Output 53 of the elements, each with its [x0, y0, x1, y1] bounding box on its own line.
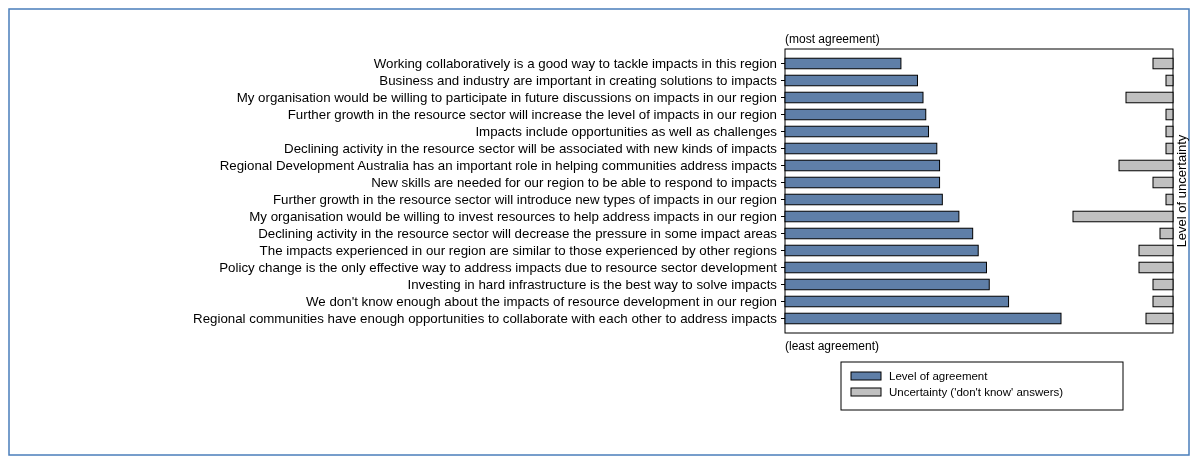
bar [1118, 159, 1174, 172]
legend-label: Uncertainty ('don't know' answers) [889, 386, 1064, 399]
bar [1072, 210, 1174, 223]
bar [784, 125, 930, 138]
bar [784, 295, 1010, 308]
bar [1152, 295, 1174, 308]
bar [1165, 125, 1174, 138]
bar [1165, 193, 1174, 206]
bar [784, 312, 1062, 325]
bar [1152, 176, 1174, 189]
bar [784, 227, 974, 240]
bar [784, 193, 943, 206]
bar [1165, 74, 1174, 87]
text: (most agreement) [785, 32, 880, 46]
bar [1165, 142, 1174, 155]
y-tick-label: We don't know enough about the impacts of resource development in our region [306, 294, 777, 310]
y-tick-label: Further growth in the resource sector will introduce new types of impacts in our region [272, 192, 777, 208]
bar [784, 108, 927, 121]
y-axis-title: Level of uncertainty [1174, 134, 1189, 248]
bar [784, 57, 902, 70]
bar [1159, 227, 1174, 240]
y-tick-label: Regional communities have enough opportunities to collaborate with each other to address impacts [193, 311, 778, 327]
bar [1152, 278, 1174, 291]
y-tick-label: Policy change is the only effective way to address impacts due to resource sector development [219, 260, 778, 276]
y-tick-label: Regional Development Australia has an important role in helping communities address impacts [219, 158, 778, 174]
y-tick-label: Declining activity in the resource sector will be associated with new kinds of impacts [284, 141, 778, 157]
y-tick-label: My organisation would be willing to invest resources to help address impacts in our region [249, 209, 777, 225]
bar [1165, 108, 1174, 121]
bar [1138, 244, 1174, 257]
bar [784, 210, 960, 223]
bar [784, 244, 979, 257]
bar [784, 74, 918, 87]
y-tick-label: Further growth in the resource sector will increase the level of impacts in our region [287, 107, 777, 123]
bar [784, 91, 924, 104]
y-tick-label: New skills are needed for our region to be able to respond to impacts [371, 175, 778, 191]
bar [1125, 91, 1174, 104]
bar [784, 176, 941, 189]
y-tick-label: My organisation would be willing to participate in future discussions on impacts in our region [236, 90, 777, 106]
bar [1145, 312, 1174, 325]
y-tick-label: Declining activity in the resource sector will decrease the pressure in some impact areas [258, 226, 778, 242]
text: (least agreement) [785, 339, 880, 353]
y-tick-label: The impacts experienced in our region are similar to those experienced by other regions [259, 243, 778, 259]
bar [784, 142, 938, 155]
bar [1138, 261, 1174, 274]
y-tick-label: Investing in hard infrastructure is the best way to solve impacts [407, 277, 778, 293]
bar [784, 278, 990, 291]
bar [784, 261, 987, 274]
bar [784, 159, 941, 172]
legend-label: Level of agreement [889, 370, 989, 383]
y-tick-label: Business and industry are important in creating solutions to impacts [379, 73, 778, 89]
y-tick-label: Working collaboratively is a good way to tackle impacts in this region [373, 56, 777, 72]
y-tick-label: Impacts include opportunities as well as challenges [475, 124, 778, 140]
bar [1152, 57, 1174, 70]
